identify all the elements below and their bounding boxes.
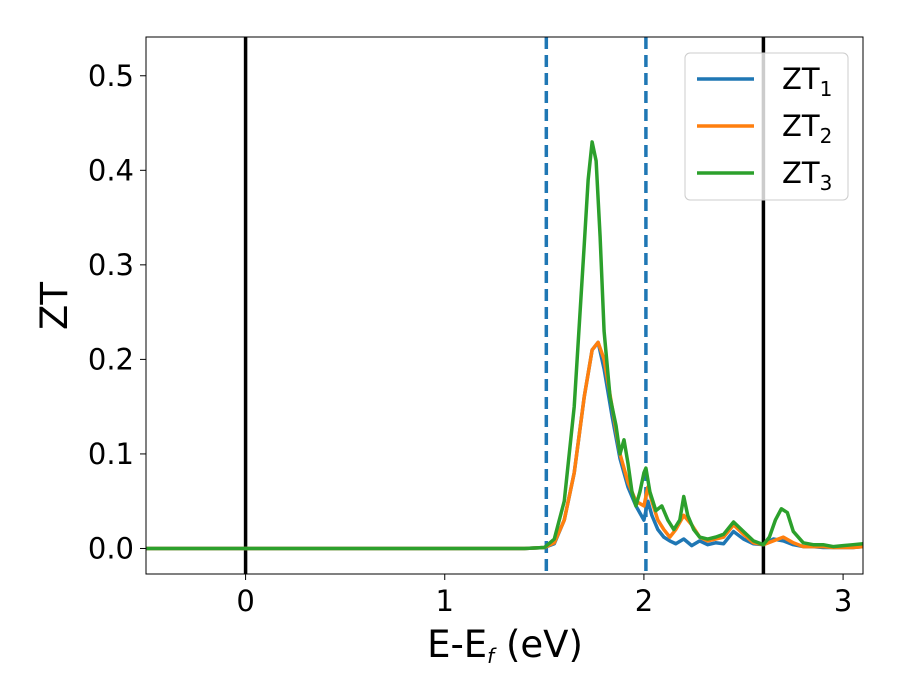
x-tick-label: 1 xyxy=(436,584,454,618)
y-tick-label: 0.1 xyxy=(88,437,134,471)
y-tick-label: 0.3 xyxy=(88,248,134,282)
y-tick-label: 0.0 xyxy=(88,531,134,565)
x-tick-label: 0 xyxy=(236,584,254,618)
legend-label-1: ZT1 xyxy=(782,62,832,101)
series-line-2 xyxy=(146,340,863,551)
series-line-3 xyxy=(146,140,863,551)
y-axis-title: ZT xyxy=(33,282,76,330)
series-lines xyxy=(146,140,863,551)
x-axis-ticks: 0 1 2 3 xyxy=(236,574,852,618)
x-tick-label: 2 xyxy=(635,584,653,618)
x-tick-label: 3 xyxy=(834,584,852,618)
y-tick-label: 0.2 xyxy=(88,342,134,376)
y-tick-label: 0.4 xyxy=(88,153,134,187)
x-axis-title: E-Ef (eV) xyxy=(427,623,583,668)
y-axis-ticks: 0.0 0.1 0.2 0.3 0.4 0.5 xyxy=(88,59,146,565)
legend-box xyxy=(684,52,849,201)
y-tick-label: 0.5 xyxy=(88,59,134,93)
legend: ZT1 ZT2 ZT3 xyxy=(684,52,849,201)
legend-label-3: ZT3 xyxy=(782,156,832,195)
plot-frame xyxy=(145,36,864,575)
legend-label-2: ZT2 xyxy=(782,109,832,148)
series-line-1 xyxy=(146,340,863,551)
